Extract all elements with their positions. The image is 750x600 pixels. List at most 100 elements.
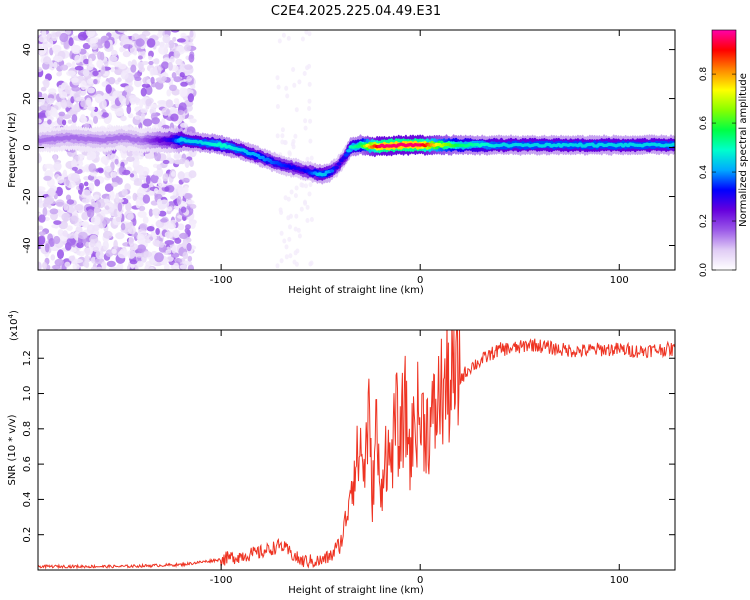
heatmap-cell <box>671 142 675 146</box>
heatmap-cell <box>164 231 174 239</box>
heatmap-cell <box>38 225 44 231</box>
heatmap-cell <box>71 159 77 167</box>
heatmap-cell <box>136 260 144 268</box>
heatmap-cell <box>140 87 147 97</box>
heatmap-cell <box>53 235 61 245</box>
heatmap-cell <box>110 152 117 162</box>
heatmap-cell <box>94 179 101 187</box>
heatmap-cell <box>81 189 91 198</box>
heatmap-cell <box>86 78 95 85</box>
heatmap-cell <box>168 40 175 49</box>
heatmap-cell <box>97 168 104 174</box>
heatmap-cell <box>152 208 161 216</box>
heatmap-cell <box>128 236 135 246</box>
heatmap-cell <box>115 232 125 240</box>
heatmap-cell <box>49 208 59 215</box>
heatmap-cell <box>80 80 87 91</box>
heatmap-cells <box>38 30 675 270</box>
heatmap-cell <box>136 188 144 198</box>
heatmap-cell <box>173 160 183 165</box>
heatmap-cell <box>65 194 72 201</box>
heatmap-cell <box>38 196 43 204</box>
heatmap-cell <box>188 53 195 63</box>
heatmap-cell <box>291 144 296 150</box>
heatmap-cell <box>86 156 93 161</box>
snr-ylabel: SNR (10 * v/v) <box>7 414 18 485</box>
heatmap-cell <box>126 105 132 115</box>
heatmap-cell <box>178 258 183 263</box>
heatmap-cell <box>280 133 285 139</box>
heatmap-cell <box>122 50 131 58</box>
heatmap-cell <box>43 175 52 181</box>
heatmap-cell <box>294 213 299 219</box>
heatmap-cell <box>177 109 184 115</box>
heatmap-cell <box>188 170 197 179</box>
colorbar-ticks: 0.0 0.2 0.4 0.6 0.8 <box>699 67 736 277</box>
heatmap-cell <box>148 208 153 217</box>
heatmap-cell <box>276 84 281 90</box>
heatmap-cell <box>183 192 193 200</box>
heatmap-cell <box>189 30 194 38</box>
heatmap-cell <box>286 196 291 202</box>
heatmap-cell <box>294 261 299 267</box>
snr-y-multiplier: (x104) <box>7 310 20 341</box>
heatmap-cell <box>139 231 148 237</box>
heatmap-cell <box>284 85 289 91</box>
heatmap-cell <box>95 266 103 270</box>
heatmap-cell <box>174 237 182 244</box>
heatmap-cell <box>108 55 118 62</box>
heatmap-cell <box>341 156 347 160</box>
heatmap-cell <box>166 89 172 97</box>
heatmap-cell <box>284 254 289 260</box>
heatmap-cell <box>307 106 312 111</box>
heatmap-cell <box>173 98 179 104</box>
heatmap-cell <box>102 240 109 251</box>
heatmap-cell <box>299 206 304 212</box>
heatmap-cell <box>125 222 132 229</box>
heatmap-cell <box>152 239 161 247</box>
heatmap-cell <box>53 55 64 63</box>
heatmap-cell <box>125 202 132 212</box>
heatmap-cell <box>120 223 126 231</box>
heatmap-cell <box>157 121 163 129</box>
heatmap-cell <box>166 206 173 212</box>
snr-frame <box>37 329 676 571</box>
heatmap-cell <box>45 110 50 117</box>
heatmap-cell <box>155 228 160 235</box>
heatmap-cell <box>89 239 96 248</box>
heatmap-cell <box>134 76 142 82</box>
heatmap-cell <box>187 93 194 103</box>
heatmap-cell <box>102 99 107 109</box>
heatmap-cell <box>78 231 88 240</box>
heatmap-cell <box>38 66 43 73</box>
heatmap-cell <box>149 191 155 196</box>
heatmap-cell <box>294 185 299 191</box>
heatmap-cell <box>178 187 186 197</box>
heatmap-cell <box>78 182 84 190</box>
heatmap-cell <box>170 171 176 177</box>
heatmap-cell <box>111 181 119 187</box>
heatmap-cell <box>66 204 76 214</box>
heatmap-cell <box>72 263 80 270</box>
snr-xlabel: Height of straight line (km) <box>288 585 424 596</box>
heatmap-cell <box>127 213 134 221</box>
ytick-label: 20 <box>22 92 33 105</box>
heatmap-cell <box>153 58 160 65</box>
heatmap-cell <box>66 233 76 239</box>
heatmap-cell <box>138 66 145 73</box>
heatmap-cell <box>64 85 71 95</box>
xtick-label: 0 <box>417 575 423 586</box>
heatmap-cell <box>66 199 75 205</box>
heatmap-cell <box>90 266 97 270</box>
heatmap-cell <box>86 64 94 71</box>
heatmap-cell <box>93 115 98 124</box>
snr-series-line <box>38 330 675 570</box>
heatmap-cell <box>51 44 62 53</box>
heatmap-cell <box>286 35 291 41</box>
heatmap-cell <box>144 264 150 270</box>
heatmap-cell <box>184 64 193 70</box>
ytick-label: 40 <box>22 43 33 56</box>
heatmap-cell <box>179 232 189 239</box>
heatmap-cell <box>142 216 149 224</box>
heatmap-cell <box>83 247 93 256</box>
